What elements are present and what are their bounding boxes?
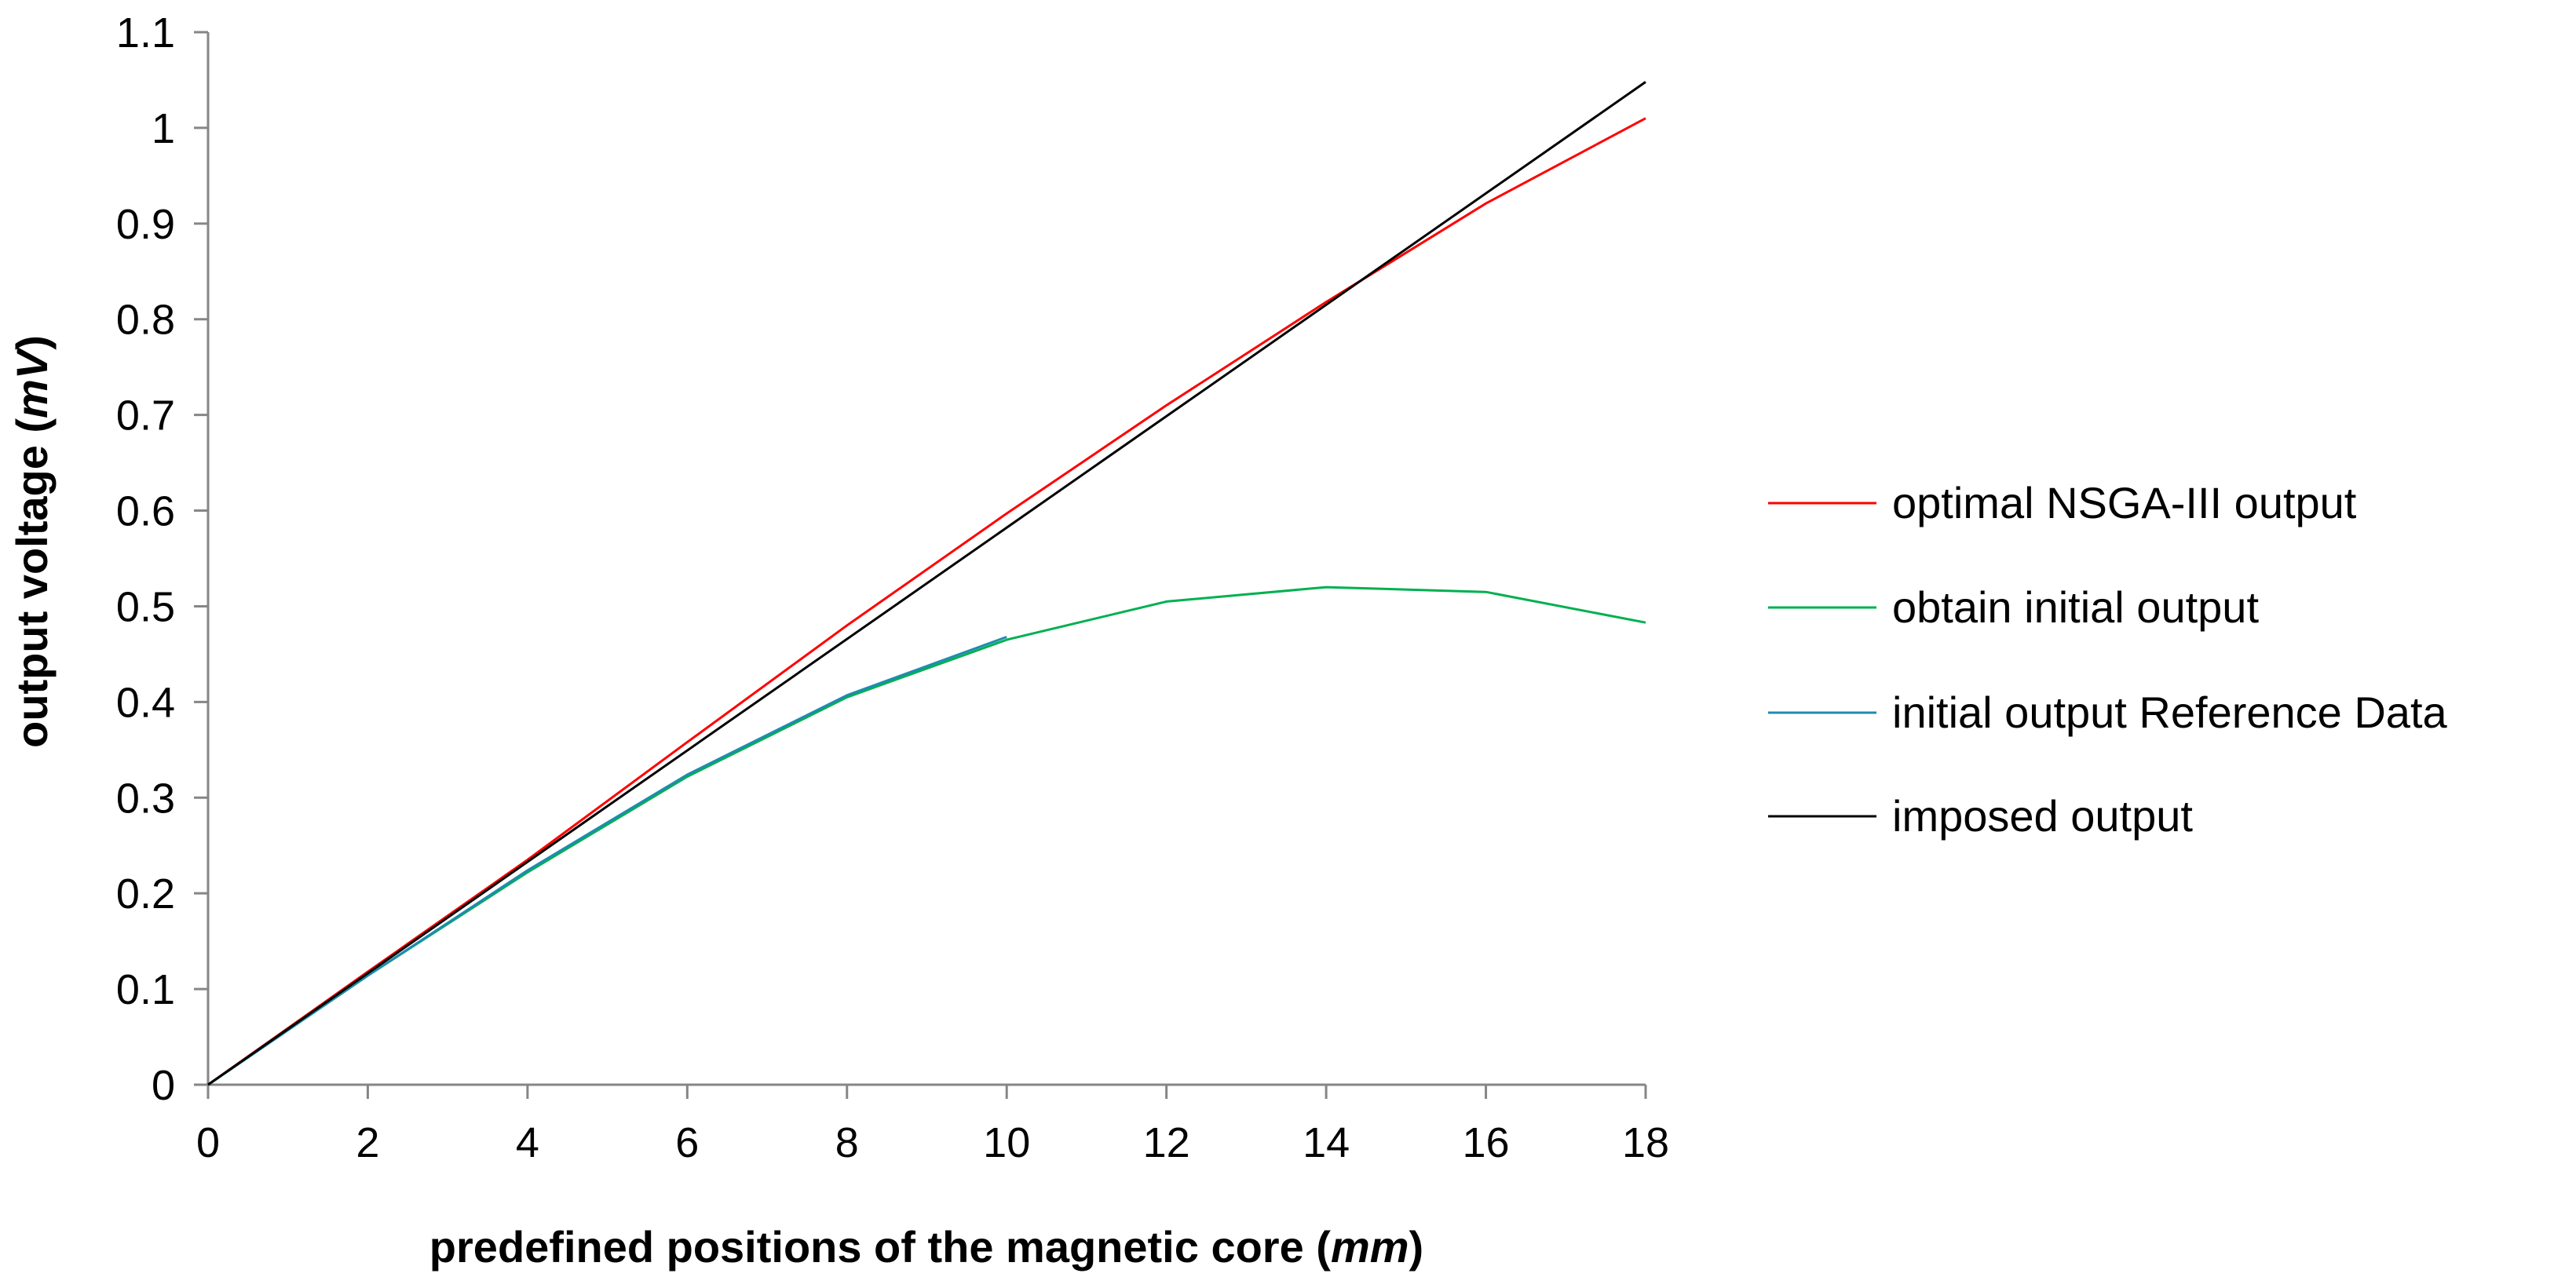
x-tick-label: 2 [356,1119,379,1166]
y-tick-label: 1.1 [116,9,175,57]
x-tick-label: 10 [983,1119,1030,1166]
y-tick-label: 0.5 [116,583,175,630]
axes [206,32,1646,1086]
x-axis-title: predefined positions of the magnetic cor… [429,1222,1423,1272]
y-tick-label: 0.2 [116,870,175,918]
series-line-imposed-output [207,81,1646,1086]
series-line-obtain-initial-output [207,586,1646,1086]
legend-item-reference-data: initial output Reference Data [1768,688,2448,737]
legend-label-reference-data: initial output Reference Data [1892,688,2448,737]
y-tick-label: 0.9 [116,201,175,248]
x-axis-ticks: 0 2 4 6 8 10 12 14 16 18 [196,1085,1669,1166]
x-tick-label: 0 [196,1119,220,1166]
legend-label-obtain-initial: obtain initial output [1892,582,2259,632]
series-line-initial-output-reference-data [207,636,1007,1086]
series-lines [207,81,1646,1086]
legend-item-optimal-nsga: optimal NSGA-III output [1768,478,2357,527]
x-tick-label: 4 [516,1119,539,1166]
legend-label-optimal-nsga: optimal NSGA-III output [1892,478,2357,527]
x-tick-label: 12 [1143,1119,1190,1166]
y-axis-ticks: 0 0.1 0.2 0.3 0.4 0.5 0.6 0.7 0.8 0.9 1 1.1 [116,9,208,1109]
y-tick-label: 1 [152,105,175,152]
y-tick-label: 0 [152,1062,175,1109]
y-tick-label: 0.1 [116,966,175,1013]
legend-label-imposed-output: imposed output [1892,791,2193,841]
y-tick-label: 0.8 [116,297,175,344]
x-tick-label: 6 [675,1119,699,1166]
y-tick-label: 0.6 [116,488,175,535]
series-line-optimal-nsga-iii-output [207,117,1646,1086]
y-tick-label: 0.7 [116,392,175,440]
y-tick-label: 0.4 [116,679,175,726]
y-axis-title: output voltage (mV) [7,335,57,748]
x-tick-label: 18 [1622,1119,1669,1166]
x-tick-label: 16 [1463,1119,1510,1166]
legend-item-imposed-output: imposed output [1768,791,2193,841]
x-tick-label: 14 [1303,1119,1350,1166]
x-tick-label: 8 [835,1119,859,1166]
y-tick-label: 0.3 [116,775,175,822]
legend: optimal NSGA-III output obtain initial o… [1768,478,2448,841]
legend-item-obtain-initial: obtain initial output [1768,582,2259,632]
